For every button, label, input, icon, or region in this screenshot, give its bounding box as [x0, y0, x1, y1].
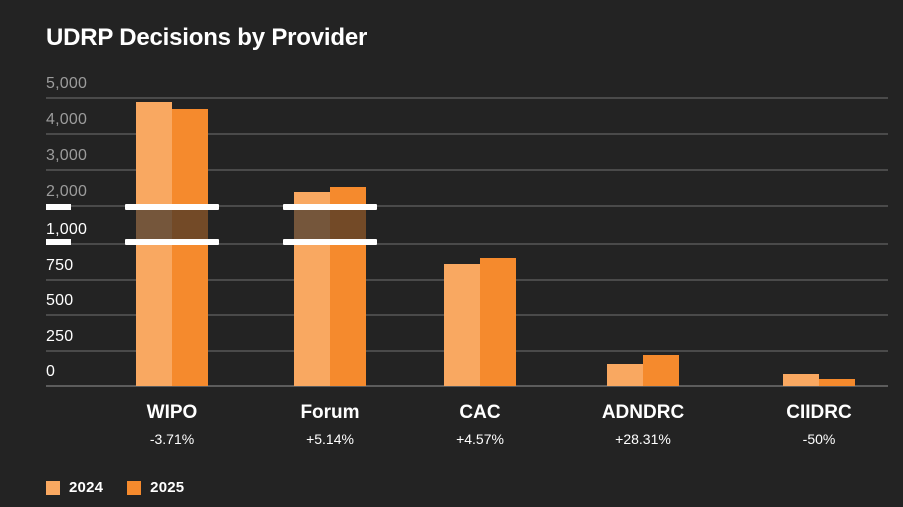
category-label-wipo: WIPO	[146, 402, 198, 423]
legend-label-2025: 2025	[150, 479, 185, 496]
change-label-ciidrc: -50%	[802, 431, 836, 447]
bar-cac-2024	[444, 263, 480, 386]
chart-title: UDRP Decisions by Provider	[46, 24, 368, 51]
change-label-cac: +4.57%	[456, 431, 504, 447]
bar-ciidrc-2024	[783, 373, 819, 386]
chart-legend: 2024 2025	[46, 479, 184, 496]
y-tick-label-3000: 3,000	[46, 147, 88, 164]
change-label-wipo: -3.71%	[149, 431, 195, 447]
legend-swatch-2025	[127, 480, 142, 495]
y-tick-label-250: 250	[46, 328, 74, 345]
legend-item-2024: 2024	[46, 479, 103, 496]
category-label-cac: CAC	[459, 402, 501, 423]
y-tick-label-750: 750	[46, 257, 74, 274]
category-label-forum: Forum	[300, 402, 360, 423]
legend-swatch-2024	[46, 480, 60, 495]
gridline-5000	[46, 97, 888, 99]
bar-cac-2025	[480, 258, 516, 386]
axis-break-band	[46, 210, 888, 239]
change-label-adndrc: +28.31%	[615, 431, 671, 447]
gridline-2000	[46, 205, 888, 207]
axis-break-tick-1	[46, 204, 71, 210]
break-line-2-forum	[283, 239, 377, 245]
y-tick-label-5000: 5,000	[46, 75, 88, 92]
break-line-1-wipo	[125, 204, 219, 210]
gridline-1000	[46, 243, 888, 245]
y-tick-label-4000: 4,000	[46, 111, 88, 128]
category-label-ciidrc: CIIDRC	[786, 402, 852, 423]
y-tick-label-500: 500	[46, 292, 74, 309]
legend-label-2024: 2024	[69, 479, 104, 496]
break-line-1-forum	[283, 204, 377, 210]
bar-adndrc-2024	[607, 363, 643, 386]
bar-wipo-2025	[172, 108, 208, 386]
category-label-adndrc: ADNDRC	[601, 402, 685, 423]
bar-adndrc-2025	[643, 355, 679, 386]
y-tick-label-0: 0	[46, 363, 56, 380]
bar-ciidrc-2025	[819, 379, 855, 386]
axis-break-tick-2	[46, 239, 71, 245]
y-tick-label-1000: 1,000	[46, 221, 88, 238]
change-label-forum: +5.14%	[306, 431, 354, 447]
gridline-3000	[46, 169, 888, 171]
y-tick-label-2000: 2,000	[46, 183, 88, 200]
gridline-4000	[46, 133, 888, 135]
gridline-0	[46, 385, 888, 387]
break-line-2-wipo	[125, 239, 219, 245]
legend-item-2025: 2025	[127, 479, 184, 496]
